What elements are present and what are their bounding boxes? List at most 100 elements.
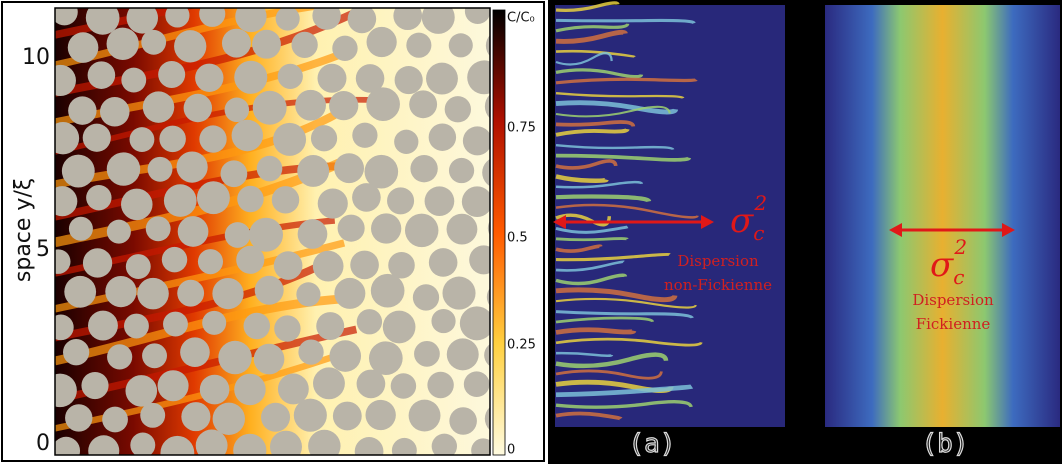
grain bbox=[278, 64, 303, 89]
grain bbox=[81, 372, 108, 399]
grain bbox=[273, 123, 306, 156]
grain bbox=[449, 407, 477, 435]
grain bbox=[244, 313, 270, 339]
grain bbox=[463, 126, 492, 155]
grain bbox=[311, 125, 337, 151]
grain bbox=[391, 373, 416, 398]
grain bbox=[427, 372, 453, 398]
grain bbox=[107, 220, 131, 244]
y-tick-label: 10 bbox=[22, 45, 50, 70]
grain bbox=[313, 367, 345, 399]
grain bbox=[236, 246, 264, 274]
sigma-symbol: σ bbox=[730, 201, 754, 241]
grain bbox=[158, 61, 185, 88]
colorbar-tick: 0.25 bbox=[507, 338, 536, 353]
grain bbox=[334, 278, 365, 309]
grain bbox=[442, 277, 475, 310]
grain bbox=[225, 98, 250, 123]
grain bbox=[130, 127, 155, 152]
grain bbox=[318, 188, 348, 218]
colorbar-tick: 0.75 bbox=[507, 121, 536, 136]
grain bbox=[278, 374, 309, 405]
grain bbox=[352, 123, 377, 148]
grain bbox=[195, 64, 223, 92]
grain bbox=[298, 339, 323, 364]
finger bbox=[556, 330, 634, 333]
caption: non-Fickienne bbox=[664, 276, 772, 294]
grain bbox=[148, 157, 173, 182]
grain bbox=[365, 155, 399, 189]
grain bbox=[413, 284, 439, 310]
grain bbox=[86, 185, 111, 210]
grain bbox=[383, 311, 416, 344]
grain bbox=[174, 30, 206, 62]
grain bbox=[88, 61, 116, 89]
grain bbox=[406, 33, 431, 58]
grain bbox=[410, 155, 437, 182]
grain bbox=[141, 30, 166, 55]
sigma-superscript: 2 bbox=[953, 235, 967, 259]
grain bbox=[177, 280, 204, 307]
grain bbox=[274, 251, 303, 280]
grain bbox=[63, 339, 89, 365]
colorbar-tick: 0.5 bbox=[507, 231, 528, 246]
grain bbox=[234, 61, 267, 94]
grain bbox=[387, 187, 414, 214]
grain bbox=[121, 68, 146, 93]
grain bbox=[212, 278, 243, 309]
grain bbox=[107, 344, 132, 369]
figure: C/C₀ 0.75 0.5 0.25 0 10 5 0 space y/ξ σc… bbox=[0, 0, 1062, 464]
grain bbox=[218, 341, 251, 374]
grain bbox=[460, 306, 494, 340]
grain bbox=[221, 160, 248, 187]
grain bbox=[69, 217, 93, 241]
grain bbox=[295, 90, 326, 121]
caption: Fickienne bbox=[916, 315, 991, 333]
grain bbox=[232, 120, 263, 151]
grain bbox=[62, 155, 95, 188]
grain bbox=[297, 155, 329, 187]
grain bbox=[352, 183, 381, 212]
grain bbox=[350, 251, 379, 280]
grain bbox=[180, 337, 210, 367]
grain bbox=[316, 312, 344, 340]
grain bbox=[395, 66, 423, 94]
grain bbox=[429, 248, 458, 277]
grain bbox=[83, 248, 112, 277]
grain bbox=[332, 36, 357, 61]
grain bbox=[159, 126, 186, 153]
sigma-symbol: σ bbox=[930, 245, 954, 285]
grain bbox=[83, 124, 111, 152]
grain bbox=[426, 63, 458, 95]
grain bbox=[261, 403, 290, 432]
grain bbox=[366, 87, 400, 121]
grain bbox=[68, 32, 99, 63]
grain bbox=[146, 216, 171, 241]
sigma-subscript: c bbox=[953, 265, 964, 289]
grain bbox=[124, 314, 149, 339]
grain bbox=[225, 222, 251, 248]
grain bbox=[68, 96, 96, 124]
grain bbox=[202, 311, 226, 335]
y-tick-label: 0 bbox=[36, 431, 50, 456]
grain bbox=[447, 214, 478, 245]
grain bbox=[130, 433, 155, 458]
grain bbox=[234, 374, 266, 406]
caption: Dispersion bbox=[912, 291, 994, 309]
grain bbox=[252, 30, 281, 59]
sigma-subscript: c bbox=[753, 221, 764, 245]
grain bbox=[164, 184, 197, 217]
panel-b-image bbox=[825, 5, 1060, 427]
grain bbox=[213, 403, 245, 435]
grain bbox=[88, 311, 118, 341]
grain bbox=[105, 276, 136, 307]
grain bbox=[371, 213, 401, 243]
grain bbox=[317, 64, 346, 93]
grain bbox=[178, 216, 209, 247]
grain bbox=[313, 251, 344, 282]
grain bbox=[107, 28, 139, 60]
y-tick-label: 5 bbox=[36, 237, 50, 262]
concentration-map bbox=[43, 0, 518, 464]
grain bbox=[333, 402, 362, 431]
grain bbox=[371, 274, 405, 308]
